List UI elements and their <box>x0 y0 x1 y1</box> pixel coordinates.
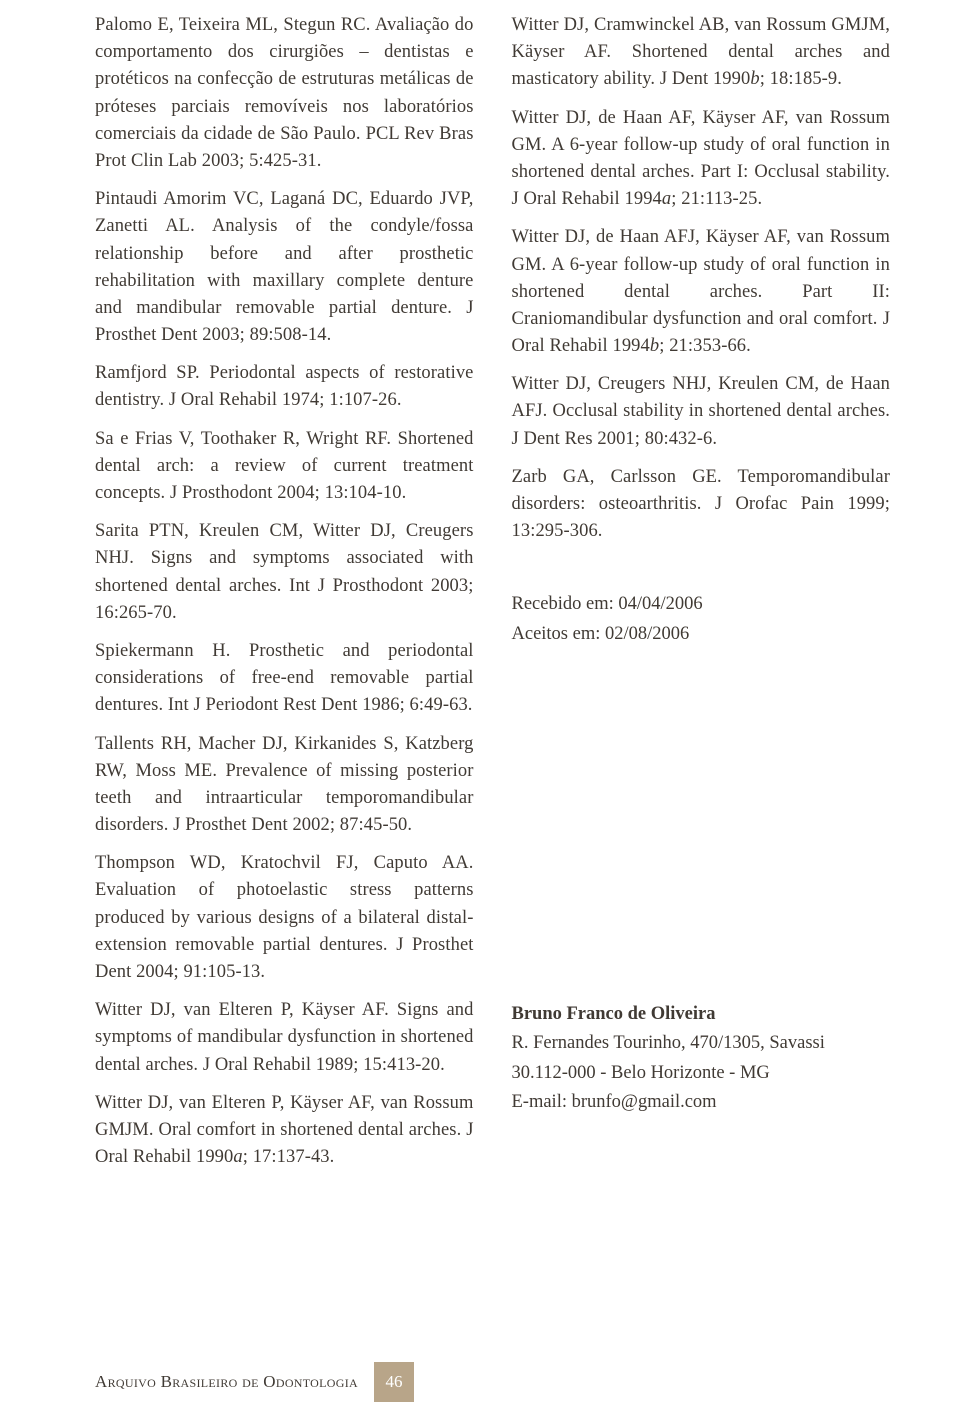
reference-item: Witter DJ, Cramwinckel AB, van Rossum GM… <box>512 12 891 94</box>
ref-text: ; 21:353-66. <box>659 336 751 356</box>
reference-item: Witter DJ, Creugers NHJ, Kreulen CM, de … <box>512 371 891 453</box>
journal-name: Arquivo Brasileiro de Odontologia <box>95 1372 358 1392</box>
reference-item: Witter DJ, van Elteren P, Käyser AF, van… <box>95 1090 474 1172</box>
reference-item: Palomo E, Teixeira ML, Stegun RC. Avalia… <box>95 12 474 175</box>
ref-text: ; 21:113-25. <box>671 189 762 209</box>
reference-item: Witter DJ, van Elteren P, Käyser AF. Sig… <box>95 997 474 1079</box>
author-name: Bruno Franco de Oliveira <box>512 1000 891 1030</box>
page: Palomo E, Teixeira ML, Stegun RC. Avalia… <box>0 0 960 1412</box>
reference-item: Zarb GA, Carlsson GE. Temporomandibular … <box>512 464 891 546</box>
dates-block: Recebido em: 04/04/2006 Aceitos em: 02/0… <box>512 590 891 649</box>
reference-item: Witter DJ, de Haan AF, Käyser AF, van Ro… <box>512 105 891 214</box>
author-address-line: R. Fernandes Tourinho, 470/1305, Savassi <box>512 1029 891 1059</box>
received-date: Recebido em: 04/04/2006 <box>512 590 891 620</box>
reference-item: Thompson WD, Kratochvil FJ, Caputo AA. E… <box>95 850 474 986</box>
reference-item: Ramfjord SP. Periodontal aspects of rest… <box>95 360 474 414</box>
author-email: E-mail: brunfo@gmail.com <box>512 1088 891 1118</box>
page-footer: Arquivo Brasileiro de Odontologia 46 <box>95 1362 414 1402</box>
reference-item: Spiekermann H. Prosthetic and periodonta… <box>95 638 474 720</box>
italic-a: a <box>233 1147 242 1167</box>
italic-b: b <box>650 336 659 356</box>
accepted-date: Aceitos em: 02/08/2006 <box>512 620 891 650</box>
reference-item: Sa e Frias V, Toothaker R, Wright RF. Sh… <box>95 426 474 508</box>
ref-text: ; 18:185-9. <box>760 69 842 89</box>
left-column: Palomo E, Teixeira ML, Stegun RC. Avalia… <box>95 12 474 1182</box>
ref-text: ; 17:137-43. <box>243 1147 335 1167</box>
reference-item: Tallents RH, Macher DJ, Kirkanides S, Ka… <box>95 731 474 840</box>
page-number: 46 <box>374 1362 414 1402</box>
author-address-line: 30.112-000 - Belo Horizonte - MG <box>512 1059 891 1089</box>
columns: Palomo E, Teixeira ML, Stegun RC. Avalia… <box>95 12 890 1182</box>
reference-item: Witter DJ, de Haan AFJ, Käyser AF, van R… <box>512 224 891 360</box>
right-column: Witter DJ, Cramwinckel AB, van Rossum GM… <box>512 12 891 1182</box>
reference-item: Pintaudi Amorim VC, Laganá DC, Eduardo J… <box>95 186 474 349</box>
italic-a: a <box>662 189 671 209</box>
author-block: Bruno Franco de Oliveira R. Fernandes To… <box>512 1000 891 1118</box>
italic-b: b <box>750 69 759 89</box>
reference-item: Sarita PTN, Kreulen CM, Witter DJ, Creug… <box>95 518 474 627</box>
